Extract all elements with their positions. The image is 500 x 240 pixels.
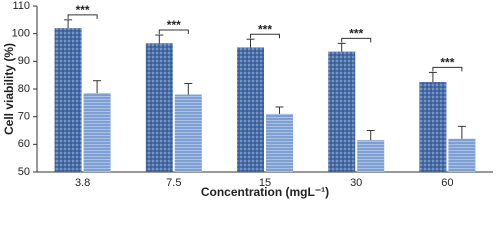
x-axis-title: Concentration (mgL⁻¹) bbox=[201, 185, 329, 199]
x-tick-label: 15 bbox=[259, 177, 271, 189]
y-tick-label: 70 bbox=[18, 111, 30, 123]
significance-label: *** bbox=[440, 56, 454, 70]
x-tick-label: 7.5 bbox=[166, 177, 181, 189]
y-tick-label: 80 bbox=[18, 83, 30, 95]
y-tick-label: 100 bbox=[12, 28, 30, 40]
x-tick-label: 30 bbox=[350, 177, 362, 189]
bar-texture bbox=[54, 28, 82, 173]
bar-texture bbox=[145, 43, 173, 172]
y-tick-label: 60 bbox=[18, 138, 30, 150]
x-tick-label: 3.8 bbox=[75, 177, 90, 189]
bar-texture bbox=[419, 82, 447, 172]
chart: Concentration (mgL⁻¹) Cell viability (%)… bbox=[2, 0, 493, 199]
bar-texture bbox=[448, 138, 476, 172]
bar-texture bbox=[174, 94, 202, 172]
y-tick-label: 110 bbox=[12, 0, 30, 12]
bar-texture bbox=[83, 93, 111, 172]
y-tick-label: 90 bbox=[18, 55, 30, 67]
x-tick-label: 60 bbox=[441, 177, 453, 189]
significance-bracket bbox=[432, 66, 463, 72]
bar-texture bbox=[357, 140, 385, 172]
bar-texture bbox=[328, 51, 356, 172]
bar-texture bbox=[266, 113, 293, 172]
significance-label: *** bbox=[349, 27, 363, 41]
bar-texture bbox=[237, 47, 264, 172]
significance-bracket bbox=[67, 14, 98, 19]
significance-bracket bbox=[158, 29, 189, 35]
significance-bracket bbox=[341, 37, 372, 43]
significance-label: *** bbox=[76, 3, 90, 17]
y-tick-label: 50 bbox=[18, 166, 30, 178]
y-axis-title: Cell viability (%) bbox=[2, 43, 16, 135]
significance-bracket bbox=[250, 33, 280, 39]
significance-label: *** bbox=[258, 22, 272, 36]
significance-label: *** bbox=[167, 18, 181, 32]
